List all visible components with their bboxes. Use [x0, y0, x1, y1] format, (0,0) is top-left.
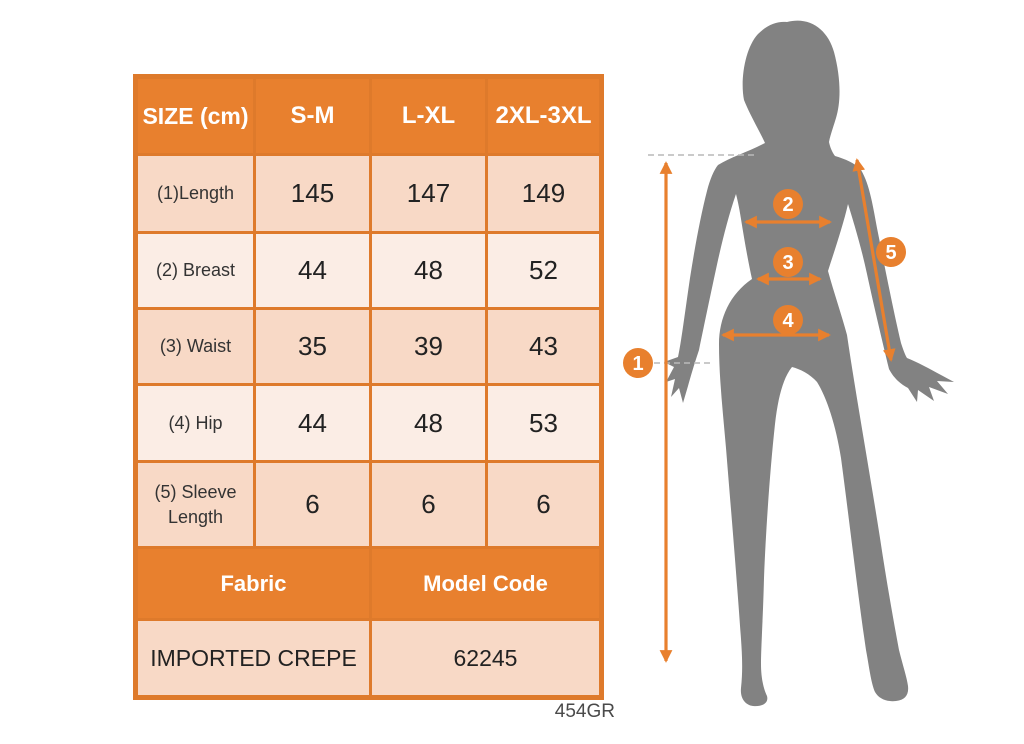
cell-value: 6 [485, 460, 603, 549]
size-table-header-row: SIZE (cm) S-M L-XL 2XL-3XL [134, 75, 603, 156]
marker-1: 1 [623, 348, 653, 378]
cell-value: 147 [369, 153, 488, 234]
marker-1-number: 1 [632, 353, 643, 375]
weight-code-label: 454GR [554, 701, 615, 722]
marker-2: 2 [773, 189, 803, 219]
marker-5-number: 5 [885, 242, 896, 264]
cell-value: 149 [485, 153, 603, 234]
table-row-breast: (2) Breast 44 48 52 [134, 231, 603, 310]
cell-value: 44 [253, 231, 372, 310]
marker-2-number: 2 [782, 194, 793, 216]
cell-value: 52 [485, 231, 603, 310]
size-unit-header: SIZE (cm) [134, 75, 256, 156]
row-label: (3) Waist [134, 307, 256, 386]
marker-5-circle [876, 237, 906, 267]
sleeve-arrow [852, 158, 896, 362]
row-label: (2) Breast [134, 231, 256, 310]
marker-4-number: 4 [782, 310, 794, 332]
size-table: SIZE (cm) S-M L-XL 2XL-3XL (1)Length 145… [133, 74, 604, 700]
woman-silhouette [664, 20, 954, 707]
column-header-lxl: L-XL [369, 75, 488, 156]
table-footer-value-row: IMPORTED CREPE 62245 [134, 618, 603, 699]
cell-value: 6 [369, 460, 488, 549]
marker-2-circle [773, 189, 803, 219]
cell-value: 39 [369, 307, 488, 386]
column-header-2xl3xl: 2XL-3XL [485, 75, 603, 156]
row-label: (5) Sleeve Length [134, 460, 256, 549]
model-code-value: 62245 [369, 618, 603, 699]
table-row-hip: (4) Hip 44 48 53 [134, 383, 603, 463]
column-header-sm: S-M [253, 75, 372, 156]
cell-value: 48 [369, 383, 488, 463]
table-row-length: (1)Length 145 147 149 [134, 153, 603, 234]
fabric-value: IMPORTED CREPE [134, 618, 372, 699]
model-code-header: Model Code [369, 546, 603, 621]
row-label: (1)Length [134, 153, 256, 234]
table-footer-header-row: Fabric Model Code [134, 546, 603, 621]
fabric-header: Fabric [134, 546, 372, 621]
marker-5: 5 [876, 237, 906, 267]
table-row-sleeve-length: (5) Sleeve Length 6 6 6 [134, 460, 603, 549]
cell-value: 6 [253, 460, 372, 549]
marker-3-number: 3 [782, 252, 793, 274]
cell-value: 35 [253, 307, 372, 386]
cell-value: 48 [369, 231, 488, 310]
cell-value: 43 [485, 307, 603, 386]
cell-value: 145 [253, 153, 372, 234]
row-label: (4) Hip [134, 383, 256, 463]
marker-4: 4 [773, 305, 803, 335]
marker-1-circle [623, 348, 653, 378]
marker-3: 3 [773, 247, 803, 277]
cell-value: 53 [485, 383, 603, 463]
marker-4-circle [773, 305, 803, 335]
table-row-waist: (3) Waist 35 39 43 [134, 307, 603, 386]
cell-value: 44 [253, 383, 372, 463]
marker-3-circle [773, 247, 803, 277]
measurement-figure: 1 2 3 4 5 [623, 20, 954, 707]
